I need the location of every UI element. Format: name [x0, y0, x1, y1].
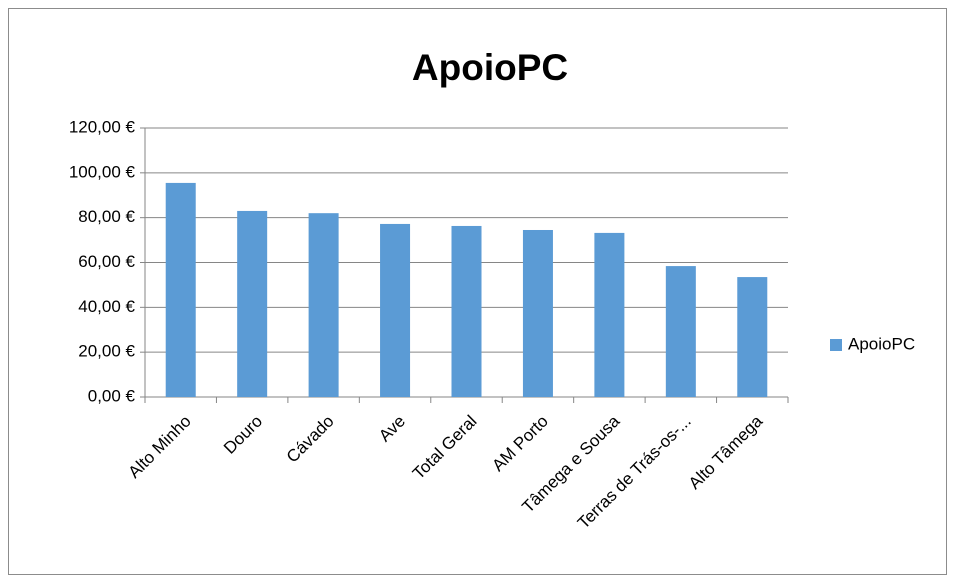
bar [380, 223, 411, 397]
legend-label: ApoioPC [848, 334, 915, 353]
y-tick-label: 120,00 € [69, 117, 136, 136]
y-tick-label: 80,00 € [78, 207, 135, 226]
chart-title: ApoioPC [412, 47, 568, 88]
y-tick-label: 100,00 € [69, 162, 136, 181]
bar [308, 213, 339, 397]
bar [165, 182, 196, 397]
bar [451, 225, 482, 397]
bar [522, 229, 553, 397]
legend-swatch [830, 339, 842, 351]
y-tick-label: 60,00 € [78, 252, 135, 271]
bar [665, 266, 696, 397]
bar [594, 232, 625, 397]
y-tick-label: 40,00 € [78, 297, 135, 316]
y-tick-label: 20,00 € [78, 342, 135, 361]
y-tick-label: 0,00 € [88, 386, 136, 405]
bar [237, 210, 268, 397]
bar [737, 277, 768, 397]
